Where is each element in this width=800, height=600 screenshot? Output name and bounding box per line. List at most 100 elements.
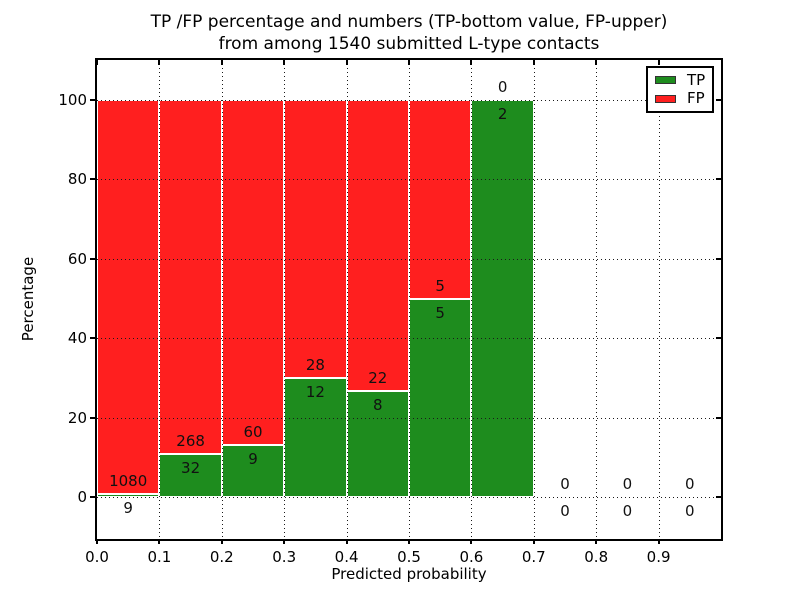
x-tick-mark bbox=[158, 60, 161, 65]
x-tick-label: 0.7 bbox=[521, 548, 546, 566]
x-tick-mark bbox=[220, 60, 223, 65]
y-tick-label: 40 bbox=[67, 329, 87, 348]
y-tick-mark bbox=[716, 416, 721, 419]
x-tick-mark bbox=[595, 539, 598, 544]
gridline-vertical bbox=[658, 60, 660, 539]
y-tick-mark bbox=[716, 337, 721, 340]
fp-count-label: 28 bbox=[305, 355, 325, 374]
legend: TP FP bbox=[646, 66, 714, 113]
gridline-vertical bbox=[471, 60, 473, 539]
fp-bar bbox=[346, 100, 409, 391]
tp-count-label: 0 bbox=[622, 501, 633, 520]
legend-entry-tp: TP bbox=[655, 70, 706, 89]
fp-bar bbox=[221, 100, 285, 446]
fp-count-label: 0 bbox=[622, 474, 633, 493]
gridline-vertical bbox=[159, 60, 161, 539]
y-tick-mark bbox=[90, 495, 95, 498]
y-tick-mark bbox=[90, 416, 95, 419]
fp-bar bbox=[97, 100, 160, 494]
tp-count-label: 0 bbox=[685, 501, 695, 520]
fp-count-label: 5 bbox=[435, 276, 445, 295]
legend-entry-fp: FP bbox=[655, 91, 705, 106]
tp-swatch-icon bbox=[655, 76, 676, 85]
fp-count-label: 0 bbox=[497, 78, 508, 97]
gridline-vertical bbox=[596, 60, 598, 539]
x-tick-mark bbox=[283, 539, 286, 544]
fp-count-label: 0 bbox=[685, 474, 695, 493]
x-tick-label: 0.1 bbox=[147, 548, 172, 566]
y-tick-label: 100 bbox=[58, 91, 87, 110]
fp-count-label: 0 bbox=[560, 474, 570, 493]
gridline-vertical bbox=[409, 60, 410, 539]
y-tick-label: 20 bbox=[67, 408, 87, 427]
x-tick-mark bbox=[657, 539, 660, 544]
x-tick-label: 0.2 bbox=[209, 548, 234, 566]
gridline-vertical bbox=[533, 60, 535, 539]
tp-bar bbox=[284, 377, 347, 497]
legend-label-tp: TP bbox=[687, 70, 706, 89]
x-tick-label: 0.5 bbox=[397, 548, 421, 566]
fp-count-label: 1080 bbox=[109, 471, 148, 490]
tp-count-label: 32 bbox=[181, 459, 201, 478]
fp-count-label: 268 bbox=[176, 432, 205, 451]
x-tick-label: 0.0 bbox=[85, 548, 109, 566]
tp-count-label: 8 bbox=[373, 395, 383, 414]
chart-title-line2: from among 1540 submitted L-type contact… bbox=[218, 34, 600, 54]
x-tick-mark bbox=[345, 539, 348, 544]
x-tick-mark bbox=[96, 539, 98, 544]
chart-title-line1: TP /FP percentage and numbers (TP-bottom… bbox=[150, 12, 668, 32]
x-tick-label: 0.4 bbox=[334, 548, 359, 566]
tp-bar bbox=[346, 390, 409, 497]
x-tick-mark bbox=[283, 60, 286, 65]
fp-bar bbox=[284, 100, 347, 378]
plot-area: 0.0 0.1 0.2 0.3 0.4 0.5 0.6 0.7 0.8 0.9 0 20 40 60 80 1… bbox=[58, 58, 723, 566]
fp-swatch-icon bbox=[655, 94, 676, 103]
tp-count-label: 5 bbox=[435, 303, 445, 322]
y-tick-mark bbox=[716, 257, 721, 260]
x-tick-mark bbox=[470, 60, 473, 65]
tp-bar bbox=[97, 493, 160, 497]
x-tick-mark bbox=[408, 60, 410, 65]
fp-bar bbox=[159, 100, 222, 455]
tp-bar bbox=[409, 298, 472, 497]
fp-count-label: 60 bbox=[243, 423, 263, 442]
x-tick-mark bbox=[220, 539, 223, 544]
tp-count-label: 9 bbox=[123, 498, 133, 517]
y-tick-mark bbox=[716, 99, 721, 102]
gridline-vertical bbox=[346, 60, 348, 539]
y-tick-label: 80 bbox=[67, 170, 87, 189]
x-tick-mark bbox=[96, 60, 98, 65]
gridline-vertical bbox=[221, 60, 223, 539]
x-tick-label: 0.8 bbox=[584, 548, 609, 566]
tp-count-label: 2 bbox=[497, 105, 508, 124]
x-axis-label: Predicted probability bbox=[331, 565, 487, 583]
y-tick-mark bbox=[90, 337, 95, 340]
tp-bar bbox=[471, 100, 534, 497]
x-tick-mark bbox=[158, 539, 161, 544]
gridline-vertical bbox=[284, 60, 286, 539]
x-tick-mark bbox=[408, 539, 410, 544]
y-tick-label: 0 bbox=[77, 487, 87, 506]
x-tick-mark bbox=[470, 539, 473, 544]
tp-count-label: 12 bbox=[305, 382, 325, 401]
y-tick-mark bbox=[90, 99, 95, 102]
fp-count-label: 22 bbox=[368, 368, 388, 387]
x-tick-mark bbox=[532, 60, 535, 65]
x-tick-label: 0.6 bbox=[459, 548, 484, 566]
y-tick-mark bbox=[716, 178, 721, 181]
y-tick-mark bbox=[90, 178, 95, 181]
x-tick-mark bbox=[595, 60, 598, 65]
chart-title: TP /FP percentage and numbers (TP-bottom… bbox=[97, 11, 721, 55]
y-tick-mark bbox=[716, 495, 721, 498]
x-tick-label: 0.3 bbox=[272, 548, 297, 566]
y-tick-mark bbox=[90, 257, 95, 260]
tp-count-label: 0 bbox=[560, 501, 570, 520]
x-tick-mark bbox=[657, 60, 660, 65]
x-tick-mark bbox=[532, 539, 535, 544]
tp-bar bbox=[159, 454, 222, 497]
fp-bar bbox=[409, 100, 472, 299]
y-tick-label: 60 bbox=[67, 249, 87, 268]
x-tick-label: 0.9 bbox=[646, 548, 671, 566]
x-tick-mark bbox=[345, 60, 348, 65]
